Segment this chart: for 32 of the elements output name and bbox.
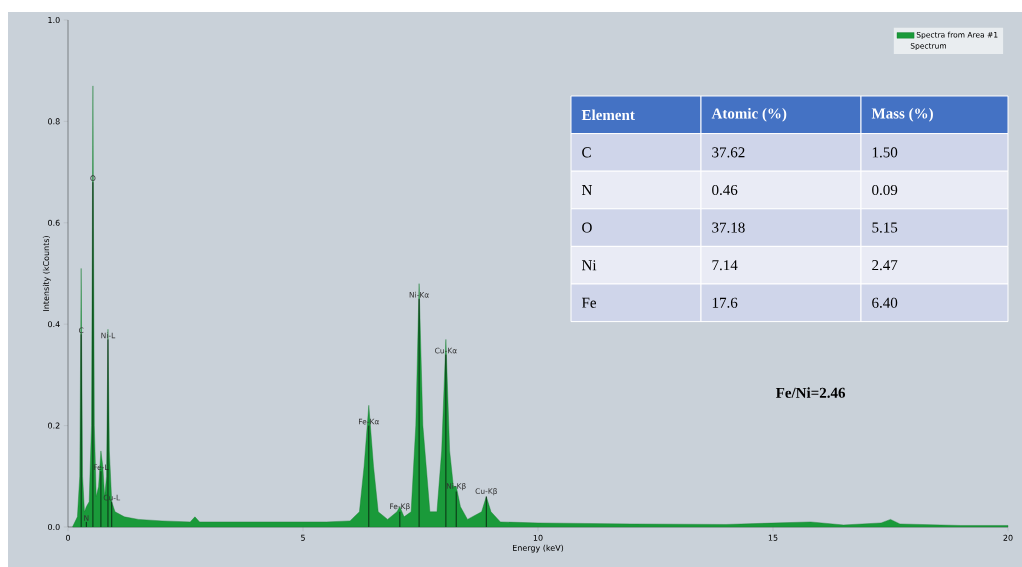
- x-axis-title: Energy (keV): [513, 544, 564, 553]
- x-tick-label: 5: [301, 534, 305, 541]
- annotation: Ni: [581, 260, 597, 271]
- annotation: 0.46: [712, 184, 738, 196]
- x-tick-label: 0: [66, 534, 71, 541]
- y-tick-label: 0.8: [48, 118, 60, 125]
- annotation: 6.40: [872, 297, 898, 308]
- annotation: Fe/Ni=2.46: [775, 387, 846, 398]
- annotation: Mass (%): [871, 108, 933, 122]
- annotation: 2.47: [872, 260, 898, 271]
- y-tick-label: 1.0: [48, 16, 60, 24]
- annotation: Element: [581, 109, 635, 121]
- x-tick-label: 20: [1003, 534, 1013, 541]
- annotation: C: [582, 147, 591, 158]
- y-axis-title: Intensity (kCounts): [42, 236, 51, 311]
- y-tick-label: 0.0: [48, 523, 60, 531]
- annotation: 0.09: [872, 184, 898, 196]
- annotation: 1.50: [872, 147, 898, 158]
- x-tick-label: 10: [533, 534, 543, 541]
- y-tick-label: 0.2: [48, 422, 60, 429]
- annotation: N: [581, 185, 593, 195]
- annotation: Atomic (%): [711, 108, 787, 122]
- annotation: O: [582, 222, 592, 233]
- y-tick-label: 0.4: [48, 321, 60, 328]
- annotation: 7.14: [712, 260, 738, 271]
- annotation: 5.15: [872, 222, 898, 233]
- annotation: Fe: [581, 297, 597, 308]
- annotation: 17.6: [712, 297, 738, 308]
- annotation: 37.18: [712, 222, 745, 233]
- x-tick-label: 15: [768, 534, 778, 541]
- annotation: 37.62: [712, 147, 745, 158]
- y-tick-label: 0.6: [48, 219, 60, 226]
